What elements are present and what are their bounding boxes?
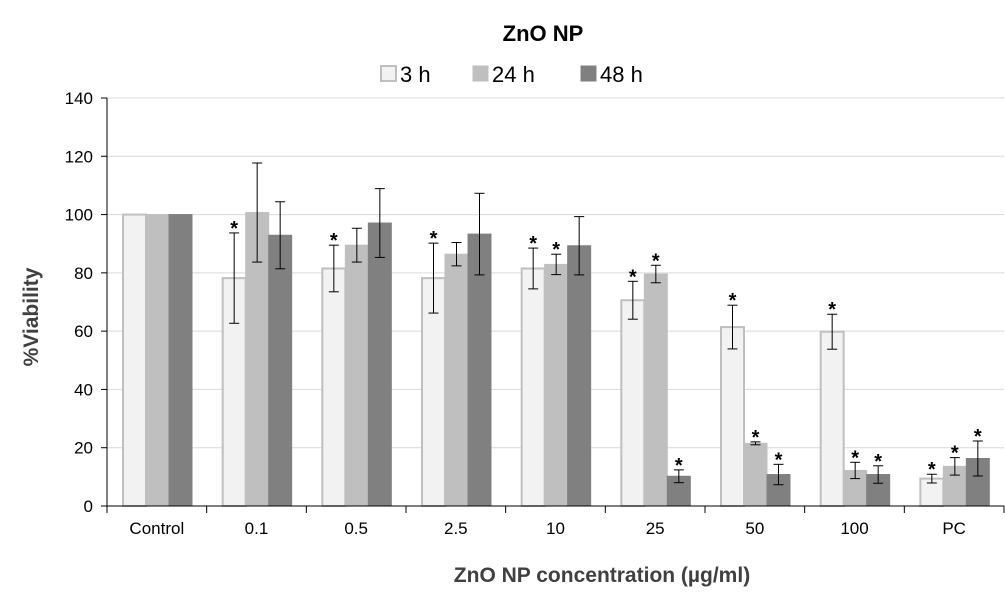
y-axis-title: %Viability — [20, 267, 43, 366]
significance-marker-24-h-10: * — [552, 239, 560, 261]
significance-marker-24-h-25: * — [652, 250, 660, 272]
significance-marker-3-h-2-5: * — [430, 228, 438, 250]
x-tick-label-6: 50 — [745, 519, 764, 538]
bar-3-h-50 — [720, 326, 745, 508]
significance-marker-48-h-PC: * — [974, 426, 982, 448]
y-tick-label-140: 140 — [65, 89, 93, 108]
significance-marker-3-h-25: * — [629, 266, 637, 288]
legend-label-24-h: 24 h — [492, 62, 535, 87]
significance-marker-24-h-PC: * — [951, 443, 959, 465]
significance-marker-48-h-100: * — [874, 451, 882, 473]
error-bar-layer — [229, 162, 983, 486]
x-tick-label-7: 100 — [840, 519, 868, 538]
x-tick-label-4: 10 — [546, 519, 565, 538]
y-tick-label-60: 60 — [74, 322, 93, 341]
significance-marker-48-h-25: * — [675, 455, 683, 477]
bar-3-h-100 — [819, 330, 845, 507]
bar-48-h-10 — [567, 245, 592, 507]
bar-24-h-25 — [643, 273, 668, 507]
bar-3-h-0-5 — [321, 267, 347, 507]
bar-48-h-0-1 — [268, 234, 293, 507]
x-tick-label-0: Control — [129, 519, 184, 538]
x-tick-label-3: 2.5 — [444, 519, 468, 538]
bar-24-h-0-5 — [344, 244, 369, 507]
y-tick-label-0: 0 — [84, 497, 93, 516]
bar-48-h-0-5 — [367, 222, 392, 507]
y-tick-label-40: 40 — [74, 380, 93, 399]
significance-marker-3-h-PC: * — [928, 459, 936, 481]
y-tick-label-120: 120 — [65, 147, 93, 166]
y-tick-label-20: 20 — [74, 439, 93, 458]
legend: 3 h 24 h 48 h — [380, 62, 643, 87]
chart-title: ZnO NP — [503, 21, 584, 46]
legend-swatch-48-h — [580, 65, 597, 82]
legend-label-48-h: 48 h — [600, 62, 643, 87]
significance-marker-3-h-100: * — [828, 299, 836, 321]
y-tick-label-100: 100 — [65, 206, 93, 225]
significance-marker-3-h-50: * — [729, 290, 737, 312]
legend-swatch-24-h — [472, 65, 489, 82]
bar-3-h-Control — [122, 213, 147, 507]
bar-24-h-50 — [743, 442, 768, 507]
bar-48-h-Control — [168, 214, 193, 507]
bar-24-h-Control — [145, 214, 170, 507]
significance-marker-3-h-0-1: * — [230, 218, 238, 240]
y-tick-label-80: 80 — [74, 264, 93, 283]
x-tick-label-1: 0.1 — [245, 519, 269, 538]
bar-3-h-10 — [520, 267, 546, 507]
significance-marker-48-h-50: * — [775, 449, 783, 471]
significance-marker-24-h-50: * — [752, 427, 760, 449]
x-tick-label-5: 25 — [646, 519, 665, 538]
axis-layer: 0 20 40 60 80 100 120 140 Control 0.1 0.5 2.5 10 25 50… — [65, 89, 1005, 538]
bar-3-h-25 — [620, 299, 646, 507]
legend-swatch-3-h — [380, 65, 397, 82]
bar-24-h-10 — [544, 263, 569, 507]
significance-marker-3-h-0-5: * — [330, 230, 338, 252]
significance-layer: * * * * * * * * * * * * * * * * * — [230, 218, 982, 481]
bar-24-h-2-5 — [444, 253, 469, 507]
legend-label-3-h: 3 h — [400, 62, 431, 87]
significance-marker-24-h-100: * — [851, 447, 859, 469]
x-axis-title: ZnO NP concentration (µg/ml) — [454, 564, 750, 587]
significance-marker-3-h-10: * — [529, 233, 537, 255]
x-tick-label-2: 0.5 — [344, 519, 368, 538]
x-tick-label-8: PC — [942, 519, 966, 538]
